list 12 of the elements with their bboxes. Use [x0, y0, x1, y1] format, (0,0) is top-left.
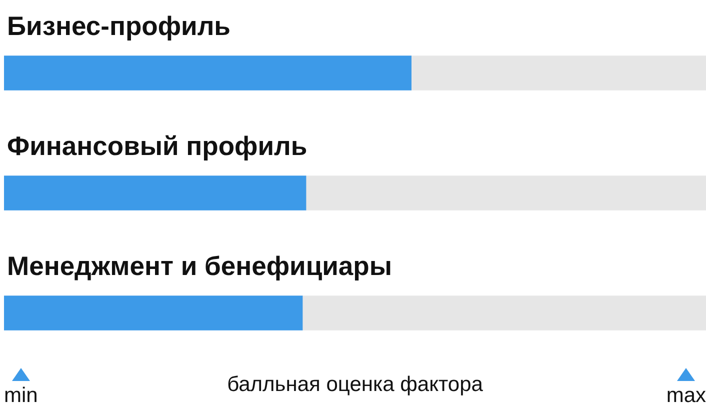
bar — [4, 176, 306, 210]
bar — [410, 56, 706, 90]
y-tick-label: Менеджмент и бенефициары — [7, 251, 392, 281]
y-tick-label: Финансовый профиль — [7, 131, 308, 161]
bar — [4, 56, 412, 90]
y-tick-label: Бизнес-профиль — [7, 11, 230, 41]
bar — [4, 296, 303, 330]
x-axis-title: балльная оценка фактора — [227, 373, 484, 396]
text: max — [666, 384, 706, 407]
bar — [302, 296, 706, 330]
bar — [306, 176, 706, 210]
text: min — [4, 384, 38, 407]
